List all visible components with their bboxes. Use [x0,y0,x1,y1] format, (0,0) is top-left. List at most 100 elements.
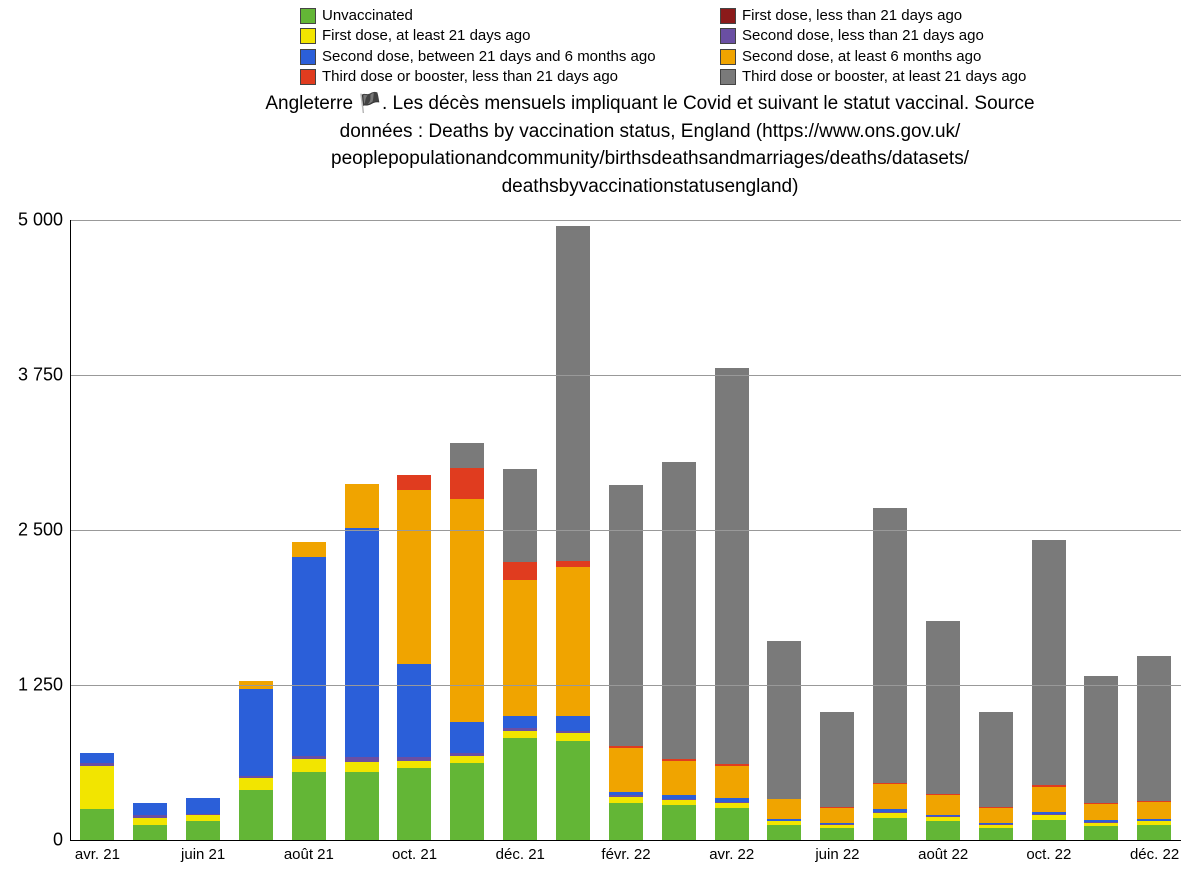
chart-title: Angleterre 🏴. Les décès mensuels impliqu… [140,90,1160,200]
bar-segment-unvaccinated [873,818,907,840]
gridline [71,220,1181,221]
legend-label: Second dose, between 21 days and 6 month… [322,47,656,67]
bar [820,712,854,840]
x-tick-label: févr. 22 [601,840,650,863]
legend-item-first_lt21: First dose, less than 21 days ago [720,6,1140,26]
legend-label: Third dose or booster, less than 21 days… [322,67,618,87]
bar-segment-first_ge21 [80,766,114,809]
bar-segment-second_ge6m [503,580,537,716]
bar-segment-second_ge6m [1084,804,1118,820]
legend-label: First dose, less than 21 days ago [742,6,962,26]
legend: Unvaccinated First dose, less than 21 day… [300,6,1150,87]
bar-segment-third_ge21 [662,462,696,760]
bar-segment-second_ge6m [662,761,696,796]
bar-segment-unvaccinated [926,821,960,840]
bar [1032,540,1066,840]
bar-segment-unvaccinated [767,825,801,840]
bar-segment-unvaccinated [450,763,484,840]
bar-segment-unvaccinated [1084,826,1118,840]
legend-swatch [720,69,736,85]
bar-segment-first_ge21 [292,759,326,771]
legend-item-second_lt21: Second dose, less than 21 days ago [720,26,1140,46]
bar-segment-unvaccinated [979,828,1013,840]
bar [503,469,537,840]
bar-segment-first_ge21 [397,761,431,768]
legend-item-second_21_6m: Second dose, between 21 days and 6 month… [300,47,720,67]
legend-item-first_ge21: First dose, at least 21 days ago [300,26,720,46]
bar-segment-second_21_6m [345,528,379,757]
bar [1137,656,1171,840]
bar-segment-second_ge6m [1032,787,1066,812]
bar [292,542,326,840]
bar-segment-second_ge6m [715,766,749,798]
bar-segment-second_ge6m [292,542,326,557]
legend-swatch [720,28,736,44]
bar-segment-first_ge21 [450,756,484,763]
bar [239,681,273,840]
x-tick-label: avr. 22 [709,840,754,863]
bar-segment-third_lt21 [503,562,537,579]
bar [186,798,220,840]
legend-label: Second dose, less than 21 days ago [742,26,984,46]
bar-segment-unvaccinated [556,741,590,840]
bar [926,621,960,840]
legend-swatch [300,28,316,44]
bar-segment-second_ge6m [820,808,854,823]
bar [715,368,749,840]
legend-swatch [720,8,736,24]
bar-segment-second_21_6m [239,689,273,776]
bar-segment-unvaccinated [715,808,749,840]
bar-segment-third_ge21 [1032,540,1066,786]
bar-segment-third_ge21 [1137,656,1171,801]
bar-segment-first_ge21 [503,731,537,738]
bar-segment-first_ge21 [239,778,273,790]
bar-segment-unvaccinated [239,790,273,840]
x-tick-label: déc. 22 [1130,840,1179,863]
legend-swatch [300,49,316,65]
bar-segment-second_21_6m [556,716,590,731]
bar-segment-first_ge21 [133,818,167,825]
bar-segment-second_21_6m [292,557,326,755]
bar-segment-second_ge6m [556,567,590,716]
gridline [71,375,1181,376]
bar [450,443,484,840]
bar-segment-first_ge21 [556,733,590,740]
legend-label: Third dose or booster, at least 21 days … [742,67,1026,87]
bar-segment-second_ge6m [873,784,907,809]
bar-segment-third_ge21 [450,443,484,468]
x-tick-label: juin 21 [181,840,225,863]
bar-segment-second_ge6m [767,799,801,819]
legend-item-unvaccinated: Unvaccinated [300,6,720,26]
y-tick-label: 1 250 [18,675,63,696]
bar-segment-second_ge6m [397,490,431,664]
bar-segment-unvaccinated [1032,820,1066,840]
legend-item-second_ge6m: Second dose, at least 6 months ago [720,47,1140,67]
bar-segment-second_ge6m [1137,802,1171,819]
bar-segment-third_ge21 [873,508,907,783]
bar-segment-second_ge6m [450,499,484,722]
bar-segment-second_ge6m [979,808,1013,823]
x-tick-label: oct. 22 [1026,840,1071,863]
bar-segment-unvaccinated [1137,825,1171,840]
bar [979,712,1013,840]
legend-label: Unvaccinated [322,6,413,26]
bar-segment-second_21_6m [133,803,167,815]
bar-segment-second_ge6m [345,484,379,527]
legend-label: Second dose, at least 6 months ago [742,47,981,67]
bar-segment-third_ge21 [1084,676,1118,804]
bar-segment-unvaccinated [133,825,167,840]
bar-segment-second_ge6m [609,748,643,791]
legend-swatch [300,8,316,24]
bar-segment-second_21_6m [503,716,537,728]
bar-segment-unvaccinated [662,805,696,840]
bar-segment-second_21_6m [186,798,220,814]
bar-segment-unvaccinated [609,803,643,840]
bar-segment-third_lt21 [450,468,484,499]
x-tick-label: août 22 [918,840,968,863]
bar-segment-unvaccinated [397,768,431,840]
legend-label: First dose, at least 21 days ago [322,26,530,46]
gridline [71,685,1181,686]
bar-segment-third_ge21 [556,226,590,561]
chart-container: Unvaccinated First dose, less than 21 day… [0,0,1200,889]
bar [345,484,379,840]
